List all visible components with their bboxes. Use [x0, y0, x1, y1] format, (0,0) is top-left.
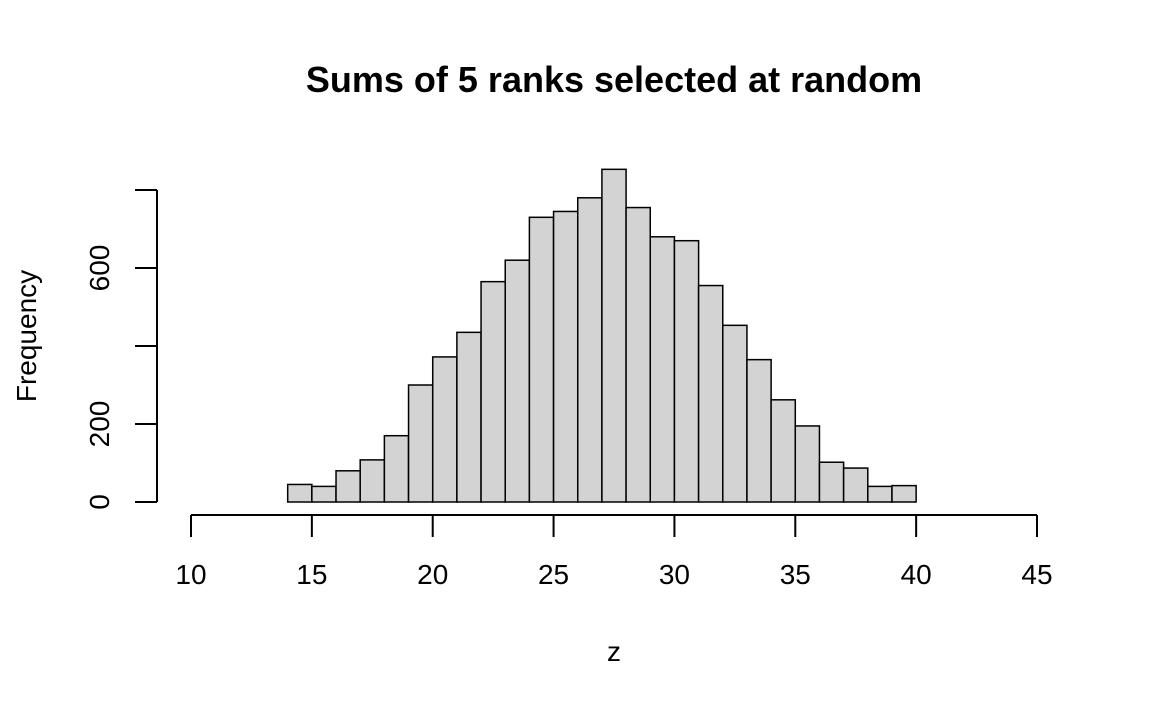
histogram-bar	[746, 358, 772, 503]
histogram-bar	[528, 216, 555, 503]
histogram-bar	[504, 259, 531, 503]
y-tick-label: 600	[84, 245, 115, 292]
x-axis-label: z	[607, 636, 621, 667]
histogram-bar	[431, 356, 458, 503]
histogram-bar	[697, 284, 724, 503]
histogram-bar	[383, 434, 410, 503]
histogram-bar	[867, 485, 893, 503]
histogram-bar	[794, 425, 821, 503]
histogram-bar	[601, 168, 627, 503]
histogram-bar	[456, 331, 482, 503]
histogram-bar	[770, 399, 797, 503]
y-tick-label: 200	[84, 401, 115, 448]
x-tick-label: 35	[780, 559, 811, 590]
histogram-bar	[286, 483, 313, 503]
histogram-bar	[842, 467, 869, 503]
histogram-bar	[407, 384, 434, 503]
x-tick-label: 20	[417, 559, 448, 590]
histogram-bar	[722, 324, 748, 503]
histogram-bar	[552, 210, 579, 503]
histogram-bar	[576, 197, 603, 503]
x-tick-label: 40	[901, 559, 932, 590]
histogram-bar	[673, 239, 700, 503]
chart-title: Sums of 5 ranks selected at random	[306, 59, 922, 100]
y-tick-label: 0	[84, 494, 115, 510]
x-tick-label: 45	[1021, 559, 1052, 590]
y-axis-label: Frequency	[11, 270, 42, 402]
histogram-bar	[891, 484, 917, 503]
x-tick-label: 15	[296, 559, 327, 590]
y-axis: 0 200 600	[84, 189, 158, 510]
histogram-bar	[818, 461, 845, 503]
histogram-bar	[625, 206, 652, 503]
histogram-bar	[649, 236, 676, 503]
histogram-bar	[480, 280, 506, 503]
histogram-bar	[359, 459, 386, 503]
x-axis: 10 15 20 25 30 35 40 45	[175, 514, 1053, 590]
x-tick-label: 10	[175, 559, 206, 590]
x-tick-label: 25	[538, 559, 569, 590]
histogram-bar	[311, 485, 337, 503]
histogram-bar	[335, 470, 361, 503]
bars-group	[286, 168, 917, 503]
x-tick-label: 30	[659, 559, 690, 590]
